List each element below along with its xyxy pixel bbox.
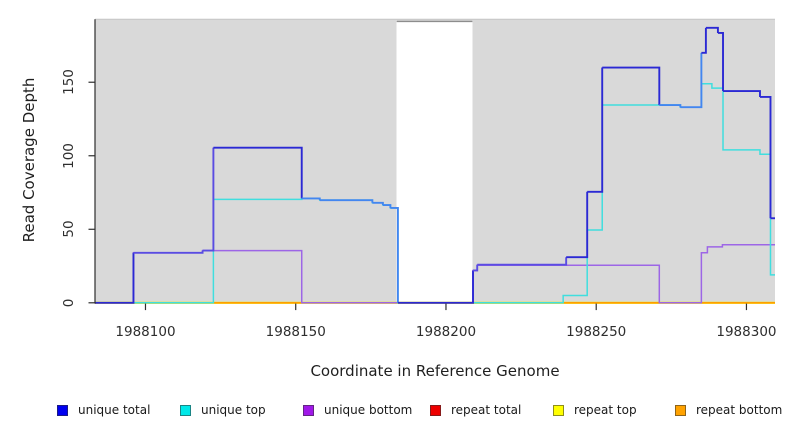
unique-total-swatch-icon xyxy=(57,404,68,416)
y-axis-title: Read Coverage Depth xyxy=(20,77,38,243)
legend-label: unique top xyxy=(201,403,266,417)
repeat-bottom-swatch-icon xyxy=(675,404,686,416)
repeat-top-swatch-icon xyxy=(553,404,564,416)
x-tick-label: 1988100 xyxy=(115,324,176,340)
x-tick-label: 1988300 xyxy=(716,324,777,340)
legend-item-unique-total: unique total xyxy=(57,402,150,418)
legend-item-unique-bottom: unique bottom xyxy=(303,402,412,418)
x-tick-label: 1988250 xyxy=(566,324,627,340)
x-axis-title: Coordinate in Reference Genome xyxy=(310,362,560,380)
legend-item-repeat-top: repeat top xyxy=(553,402,637,418)
legend-item-repeat-total: repeat total xyxy=(430,402,521,418)
y-tick-label: 0 xyxy=(61,298,77,308)
x-tick-label: 1988150 xyxy=(265,324,326,340)
legend-label: repeat top xyxy=(574,403,637,417)
legend-label: repeat total xyxy=(451,403,522,417)
legend-label: unique bottom xyxy=(324,403,413,417)
unique-bottom-swatch-icon xyxy=(303,404,314,416)
y-tick-label: 150 xyxy=(61,69,77,96)
legend-label: unique total xyxy=(78,403,151,417)
x-tick-label: 1988200 xyxy=(415,324,477,340)
legend-label: repeat bottom xyxy=(696,403,783,417)
legend-item-unique-top: unique top xyxy=(180,402,266,418)
y-tick-label: 50 xyxy=(61,220,77,238)
y-tick-label: 100 xyxy=(61,142,77,169)
unique-top-swatch-icon xyxy=(180,404,191,416)
repeat-total-swatch-icon xyxy=(430,404,441,416)
legend-item-repeat-bottom: repeat bottom xyxy=(675,402,782,418)
